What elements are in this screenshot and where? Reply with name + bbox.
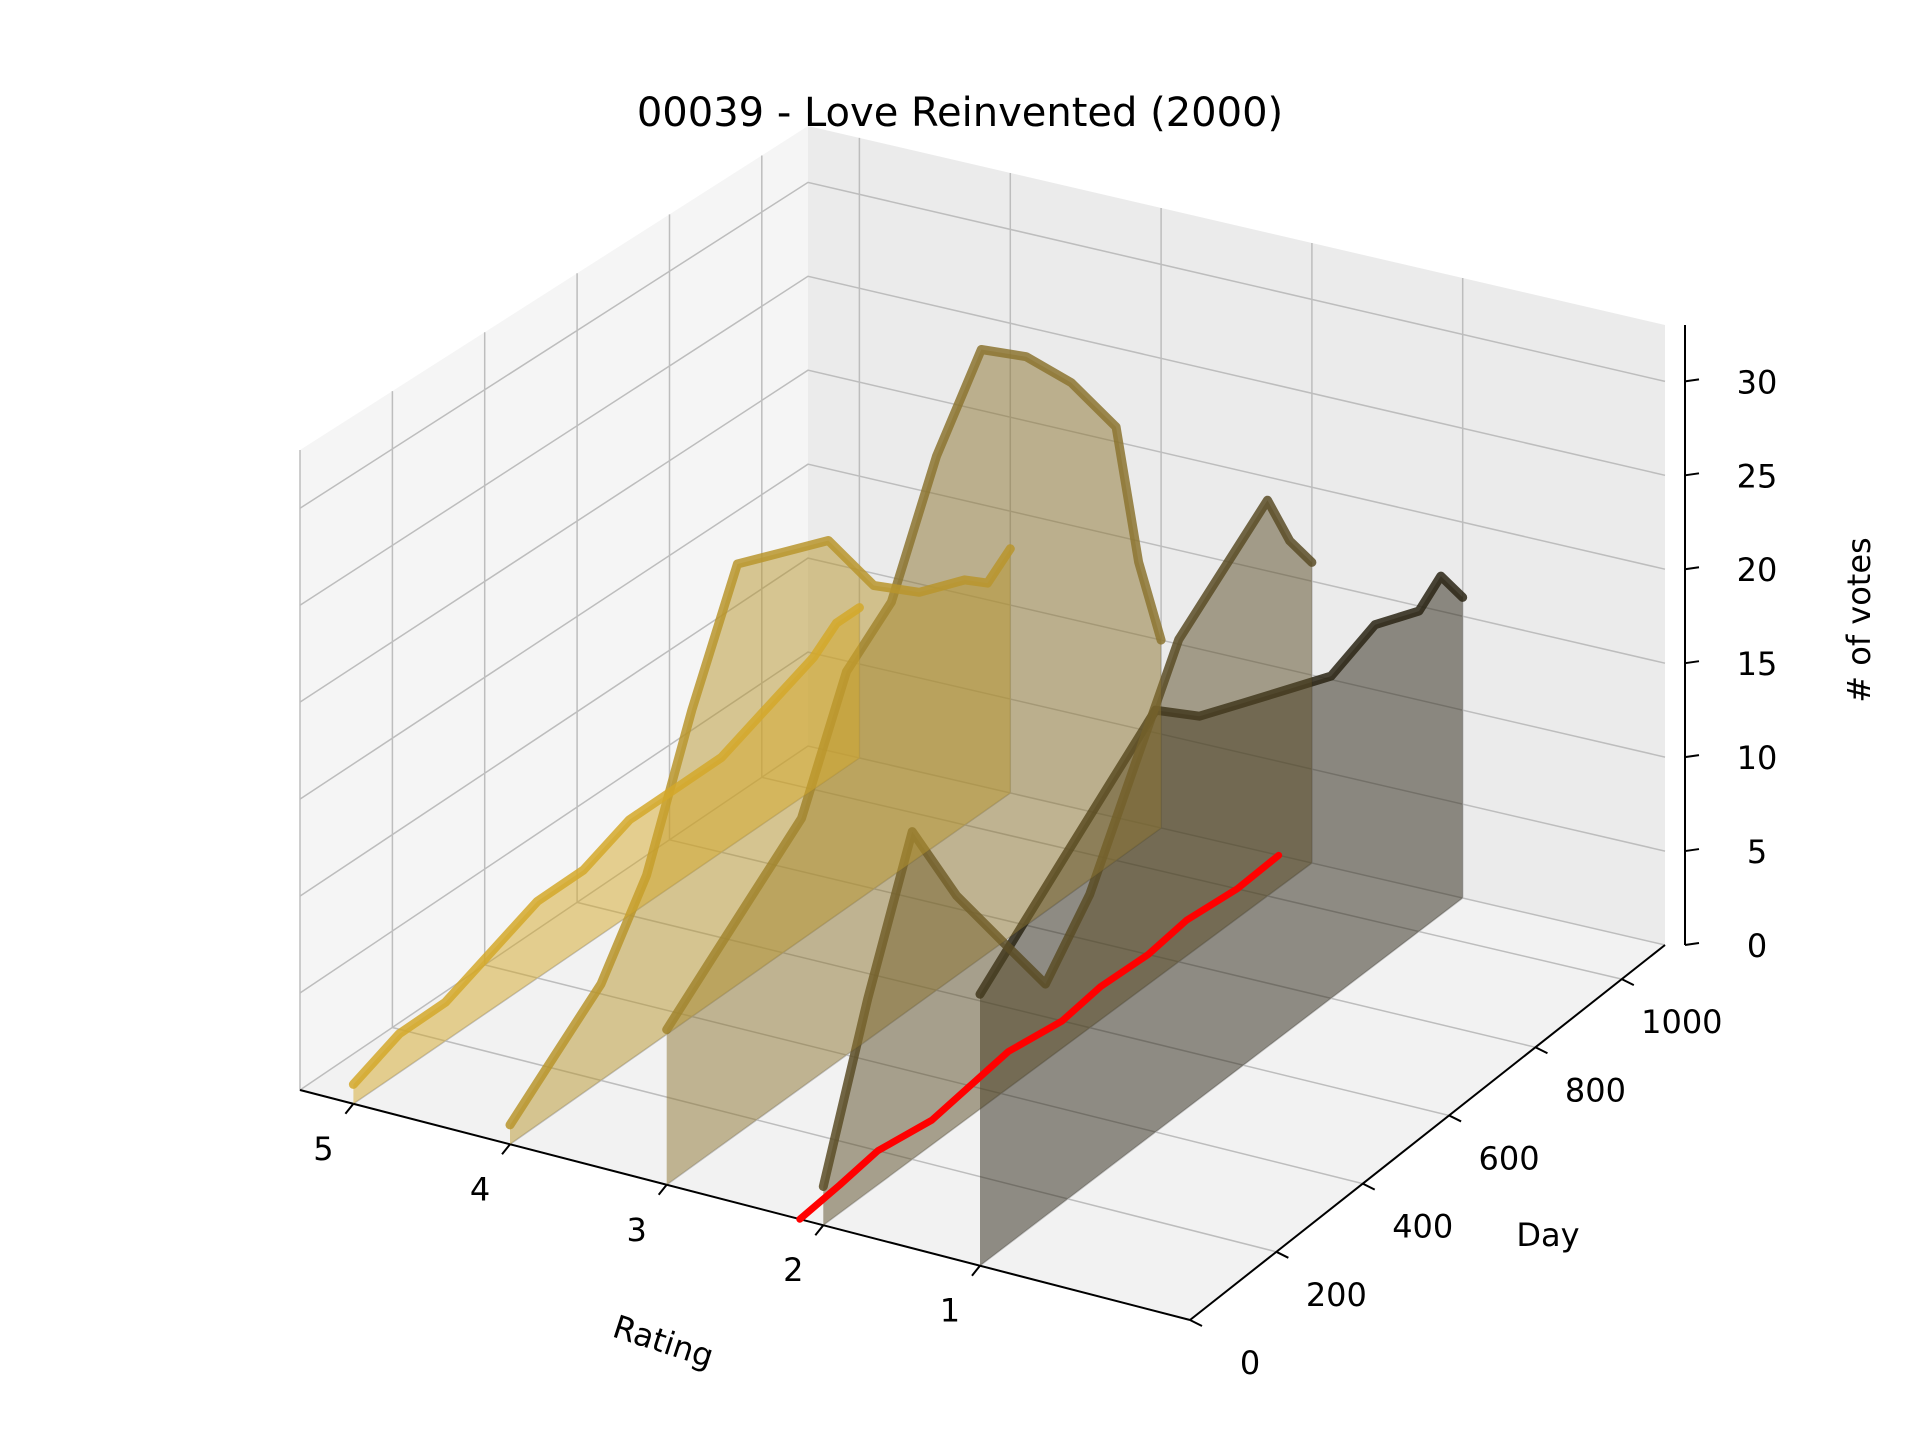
votes-tick-label: 20 <box>1737 551 1778 589</box>
rating-axis-line <box>299 1089 1191 1321</box>
mean-rating-line <box>796 851 1283 1223</box>
x-axis-label: Rating <box>608 1308 718 1376</box>
rating-tick <box>657 1184 668 1196</box>
series-fill-rating-5 <box>353 607 860 1104</box>
rating-tick <box>344 1103 355 1115</box>
day-tick <box>1189 1319 1203 1327</box>
day-tick-label: 600 <box>1479 1139 1540 1177</box>
votes-tick-label: 15 <box>1737 645 1778 683</box>
day-tick <box>1275 1250 1289 1259</box>
rating-tick-label: 4 <box>470 1170 490 1208</box>
series-fill-rating-2 <box>823 500 1312 1226</box>
rating-tick <box>814 1224 825 1236</box>
votes-tick <box>1684 942 1700 946</box>
y-axis-label: Day <box>1516 1216 1579 1254</box>
grid-line-votes <box>299 463 1666 800</box>
votes-tick <box>1684 378 1700 383</box>
day-tick <box>1621 978 1635 986</box>
rating-tick <box>971 1265 981 1277</box>
series-fill-rating-4 <box>510 540 1011 1145</box>
votes-tick <box>1684 566 1700 571</box>
series-layer <box>348 345 1468 1266</box>
grid-line-votes <box>299 275 1666 606</box>
rating-tick-label: 3 <box>627 1211 647 1249</box>
rating-tick-label: 2 <box>783 1251 803 1289</box>
day-tick <box>1535 1046 1548 1055</box>
votes-tick <box>1684 472 1700 477</box>
chart-title: 00039 - Love Reinvented (2000) <box>637 90 1283 136</box>
day-tick-label: 0 <box>1240 1344 1260 1382</box>
day-tick-label: 1000 <box>1641 1003 1722 1041</box>
day-tick-label: 800 <box>1565 1071 1626 1109</box>
rating-tick-label: 5 <box>313 1130 333 1168</box>
series-line-rating-5 <box>348 603 864 1089</box>
rating-tick <box>501 1143 511 1155</box>
day-tick <box>1362 1182 1376 1191</box>
rating-tick-label: 1 <box>940 1292 960 1330</box>
grid-line-votes <box>299 181 1666 509</box>
grid-line-votes <box>299 369 1666 703</box>
votes-tick-label: 5 <box>1747 833 1767 871</box>
z-axis-label: # of votes <box>1840 537 1878 702</box>
series-line-rating-4 <box>505 536 1015 1130</box>
left-wall-pane <box>300 126 808 1090</box>
votes-tick-label: 25 <box>1737 457 1778 495</box>
day-tick-label: 400 <box>1392 1208 1453 1246</box>
votes-tick-label: 10 <box>1737 739 1778 777</box>
votes-tick <box>1684 660 1700 665</box>
axis-edges <box>299 325 1686 1321</box>
votes-tick-label: 30 <box>1737 363 1778 401</box>
votes-tick-label: 0 <box>1747 927 1767 965</box>
votes-tick <box>1684 848 1700 853</box>
day-tick <box>1448 1114 1462 1123</box>
day-axis-line <box>1189 944 1666 1321</box>
votes-tick <box>1684 754 1700 759</box>
day-tick-label: 200 <box>1306 1276 1367 1314</box>
